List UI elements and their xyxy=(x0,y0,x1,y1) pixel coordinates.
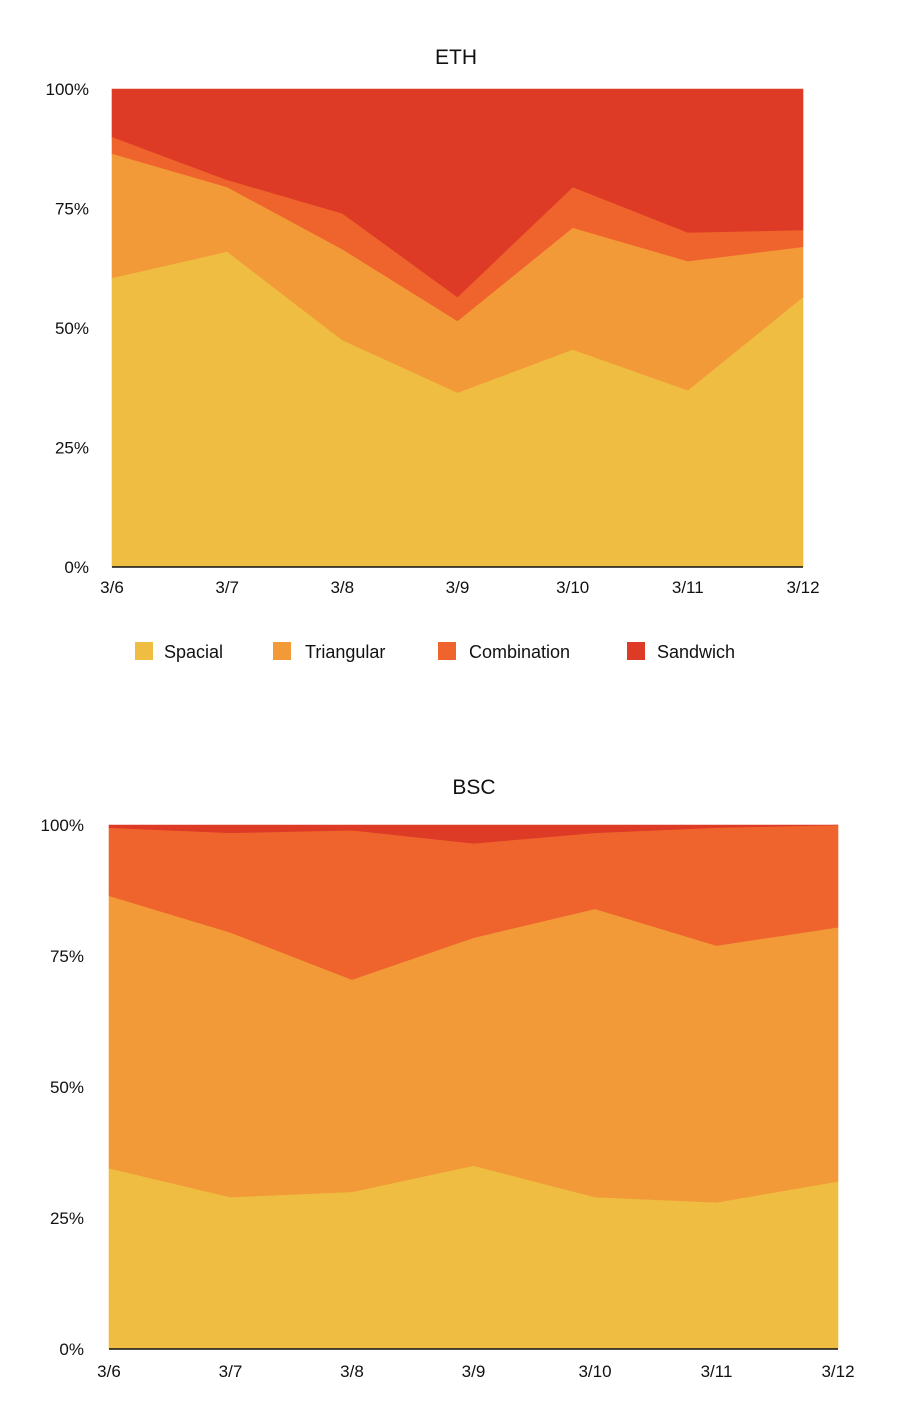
bsc-area-sandwich xyxy=(108,824,839,844)
legend-label-sandwich: Sandwich xyxy=(657,642,735,662)
eth-x-tick-label: 3/7 xyxy=(215,578,239,597)
eth-x-tick-label: 3/8 xyxy=(330,578,354,597)
eth-x-ticks: 3/6 3/7 3/8 3/9 3/10 3/11 3/12 xyxy=(100,578,819,597)
bsc-y-tick-label: 75% xyxy=(50,947,84,966)
eth-chart-title: ETH xyxy=(435,46,477,69)
bsc-x-tick-label: 3/9 xyxy=(462,1362,486,1381)
eth-x-tick-label: 3/11 xyxy=(672,578,704,597)
legend-label-combination: Combination xyxy=(469,642,570,662)
eth-legend: Spacial Triangular Combination Sandwich xyxy=(135,642,735,662)
bsc-y-tick-label: 100% xyxy=(41,816,84,835)
bsc-x-tick-label: 3/11 xyxy=(701,1362,733,1381)
legend-label-triangular: Triangular xyxy=(305,642,385,662)
bsc-y-tick-label: 0% xyxy=(59,1340,84,1359)
bsc-areas xyxy=(108,824,839,1350)
bsc-chart-title: BSC xyxy=(452,776,495,799)
eth-areas xyxy=(111,88,804,568)
bsc-y-ticks: 0% 25% 50% 75% 100% xyxy=(41,816,84,1359)
bsc-y-tick-label: 50% xyxy=(50,1078,84,1097)
eth-y-tick-label: 75% xyxy=(55,200,89,219)
legend-swatch-combination xyxy=(438,642,456,660)
bsc-x-tick-label: 3/7 xyxy=(219,1362,243,1381)
eth-y-tick-label: 0% xyxy=(64,558,89,577)
legend-label-spacial: Spacial xyxy=(164,642,223,662)
eth-x-tick-label: 3/9 xyxy=(446,578,470,597)
bsc-y-tick-label: 25% xyxy=(50,1209,84,1228)
eth-x-tick-label: 3/12 xyxy=(786,578,819,597)
eth-y-tick-label: 100% xyxy=(46,80,89,99)
legend-swatch-triangular xyxy=(273,642,291,660)
eth-x-tick-label: 3/6 xyxy=(100,578,124,597)
eth-y-tick-label: 25% xyxy=(55,439,89,458)
eth-y-tick-label: 50% xyxy=(55,319,89,338)
bsc-x-ticks: 3/6 3/7 3/8 3/9 3/10 3/11 3/12 xyxy=(97,1362,854,1381)
bsc-x-tick-label: 3/12 xyxy=(821,1362,854,1381)
bsc-chart: BSC 0% 25% 50% 75% 100% 3/6 3/7 3/8 3/9 3/10 3/11… xyxy=(41,776,855,1381)
bsc-x-tick-label: 3/10 xyxy=(578,1362,611,1381)
bsc-x-tick-label: 3/8 xyxy=(340,1362,364,1381)
eth-y-ticks: 0% 25% 50% 75% 100% xyxy=(46,80,89,577)
legend-swatch-spacial xyxy=(135,642,153,660)
eth-x-tick-label: 3/10 xyxy=(556,578,589,597)
legend-swatch-sandwich xyxy=(627,642,645,660)
eth-area-sandwich xyxy=(111,88,804,298)
bsc-x-tick-label: 3/6 xyxy=(97,1362,121,1381)
eth-chart: ETH 0% 25% 50% 75% 100% 3/6 3/7 3/8 3/9 3/10 3/11… xyxy=(46,46,820,597)
